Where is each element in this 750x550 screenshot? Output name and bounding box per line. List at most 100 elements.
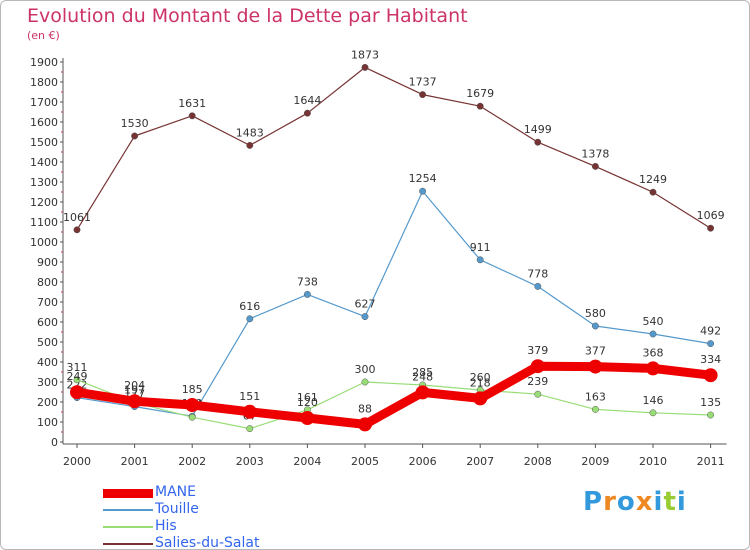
x-tick-label: 2006	[409, 455, 437, 468]
legend-label-mane: MANE	[155, 484, 196, 500]
data-label-mane: 204	[124, 379, 145, 392]
data-point-mane	[127, 394, 142, 409]
x-tick-label: 2004	[293, 455, 321, 468]
data-point-his	[361, 378, 369, 386]
data-point-his	[534, 390, 542, 398]
x-tick-label: 2011	[697, 455, 725, 468]
data-label-touille: 911	[470, 241, 491, 254]
data-point-salies-du-salat	[476, 102, 484, 110]
y-tick-label: 1800	[30, 76, 58, 89]
data-label-salies-du-salat: 1737	[409, 76, 437, 89]
logo-letter: x	[635, 487, 654, 517]
legend-swatch-touille	[103, 509, 153, 511]
series-line-mane	[72, 361, 716, 429]
data-point-salies-du-salat	[419, 91, 427, 99]
legend-label-salies-du-salat: Salies-du-Salat	[155, 535, 260, 550]
data-point-his	[591, 405, 599, 413]
line-chart: 0 100 200 300 400 500 600 700 800 900 1000 1100 1200…	[30, 48, 727, 468]
data-point-salies-du-salat	[73, 226, 81, 234]
data-label-touille: 627	[355, 298, 376, 311]
chart-title: Evolution du Montant de la Dette par Hab…	[27, 5, 468, 27]
x-tick-label: 2008	[524, 455, 552, 468]
data-label-his: 163	[585, 390, 606, 403]
x-tick-label: 2007	[466, 455, 494, 468]
data-label-mane: 248	[412, 370, 433, 383]
data-point-touille	[649, 330, 657, 338]
legend-swatch-salies-du-salat	[103, 543, 153, 545]
y-tick-label: 200	[37, 396, 58, 409]
y-tick-label: 600	[37, 316, 58, 329]
data-point-touille	[476, 256, 484, 264]
data-point-touille	[707, 340, 715, 348]
data-point-his	[707, 411, 715, 419]
data-label-his: 239	[527, 375, 548, 388]
x-tick-label: 2009	[581, 455, 609, 468]
data-point-salies-du-salat	[591, 162, 599, 170]
y-tick-label: 800	[37, 276, 58, 289]
data-label-his: 260	[470, 371, 491, 384]
data-label-touille: 778	[527, 267, 548, 280]
data-point-touille	[303, 290, 311, 298]
logo-letter: t	[663, 487, 677, 517]
y-tick-label: 1300	[30, 176, 58, 189]
y-tick-label: 1500	[30, 136, 58, 149]
data-point-salies-du-salat	[246, 141, 254, 149]
data-point-mane	[185, 398, 200, 412]
data-point-mane	[358, 417, 372, 432]
data-label-touille: 492	[700, 325, 721, 338]
logo-letter: i	[653, 487, 664, 517]
legend-label-his: His	[155, 518, 177, 534]
y-tick-label: 1400	[30, 156, 58, 169]
data-point-salies-du-salat	[361, 63, 369, 71]
y-tick-label: 400	[37, 356, 58, 369]
y-tick-label: 1600	[30, 116, 58, 129]
y-tick-label: 1000	[30, 236, 58, 249]
data-label-salies-du-salat: 1679	[466, 87, 494, 100]
data-label-mane: 377	[585, 345, 606, 358]
data-label-touille: 1254	[409, 172, 437, 185]
data-label-his: 285	[412, 366, 433, 379]
data-point-mane	[588, 359, 603, 374]
y-tick-label: 300	[37, 376, 58, 389]
data-point-touille	[534, 282, 542, 290]
data-label-his: 300	[355, 363, 376, 376]
data-label-salies-du-salat: 1644	[293, 94, 321, 107]
data-point-salies-du-salat	[188, 112, 196, 120]
data-label-touille: 540	[643, 315, 664, 328]
y-tick-label: 1700	[30, 96, 58, 109]
data-point-mane	[415, 385, 430, 400]
chart-unit-label: (en €)	[27, 29, 60, 42]
y-tick-label: 1200	[30, 196, 58, 209]
x-tick-label: 2003	[236, 455, 264, 468]
data-label-salies-du-salat: 1249	[639, 173, 667, 186]
data-point-mane	[646, 361, 660, 376]
data-label-mane: 334	[700, 353, 721, 366]
data-label-touille: 616	[239, 300, 260, 313]
logo-letter: r	[603, 487, 617, 517]
data-label-mane: 379	[527, 344, 548, 357]
logo-letter: i	[676, 487, 687, 517]
data-point-mane	[473, 391, 488, 406]
x-tick-label: 2000	[63, 455, 91, 468]
legend-swatch-his	[103, 526, 153, 528]
data-label-his: 197	[124, 384, 145, 397]
x-tick-label: 2001	[121, 455, 149, 468]
x-tick-label: 2010	[639, 455, 667, 468]
data-label-his: 161	[297, 391, 318, 404]
data-label-mane: 368	[643, 346, 664, 359]
data-point-his	[649, 409, 657, 417]
data-label-mane: 120	[297, 396, 318, 409]
data-label-his: 146	[643, 394, 664, 407]
data-label-salies-du-salat: 1873	[351, 48, 379, 61]
data-point-salies-du-salat	[303, 109, 311, 117]
data-label-mane: 249	[67, 370, 88, 383]
data-label-salies-du-salat: 1069	[697, 209, 725, 222]
y-tick-label: 700	[37, 296, 58, 309]
x-tick-label: 2002	[178, 455, 206, 468]
logo-letter: P	[583, 487, 604, 517]
data-label-mane: 185	[182, 383, 203, 396]
data-label-mane: 218	[470, 376, 491, 389]
data-point-mane	[703, 368, 718, 383]
data-label-his: 135	[700, 396, 721, 409]
